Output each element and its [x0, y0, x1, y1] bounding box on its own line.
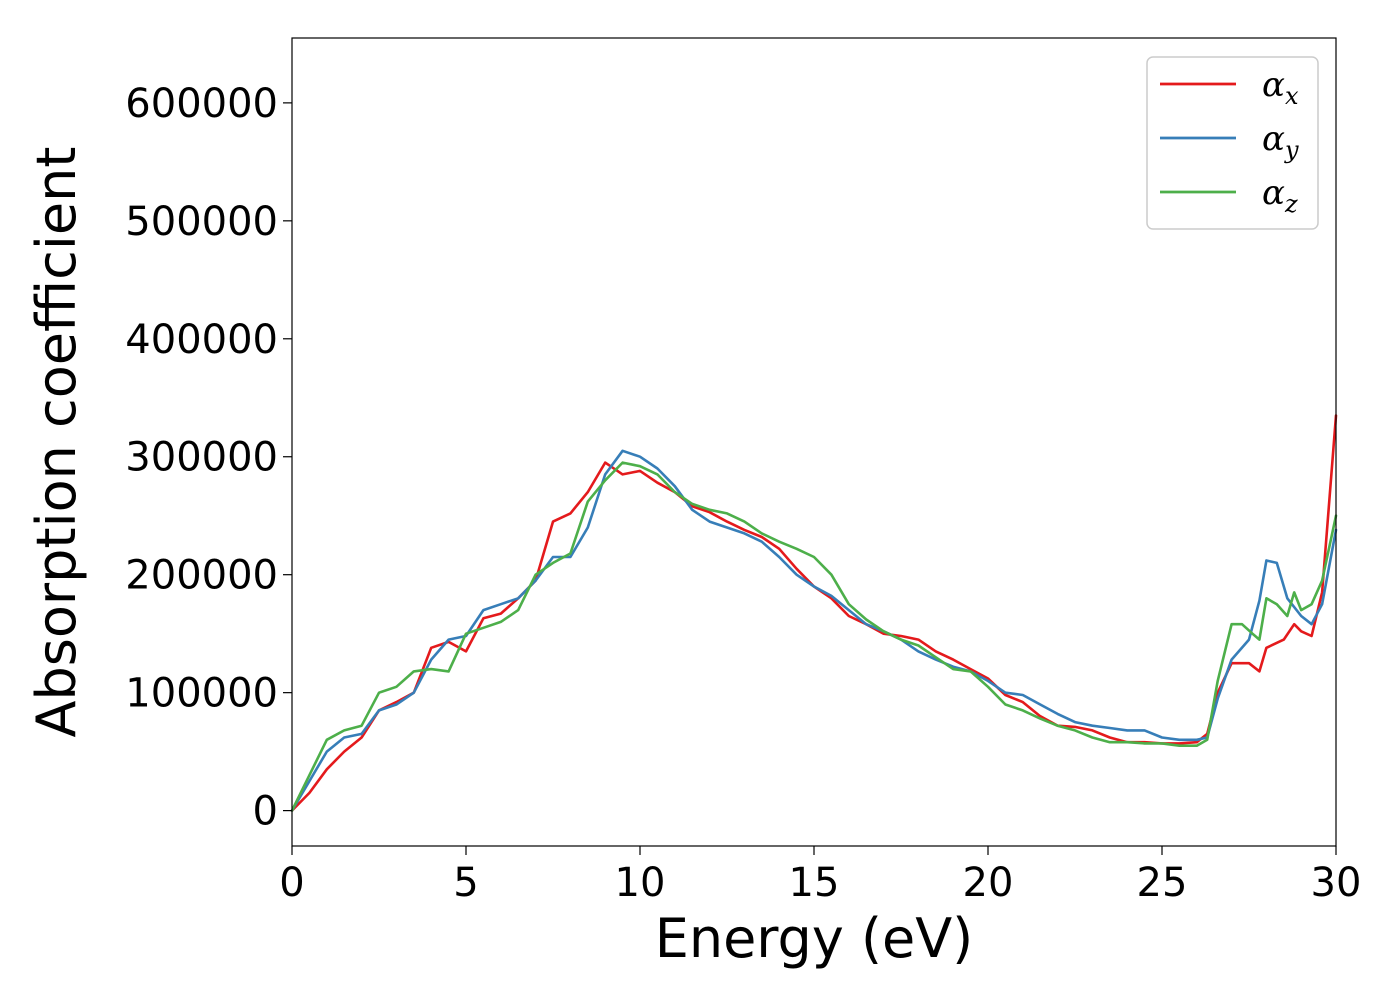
y-tick-label: 400000 — [125, 317, 278, 363]
y-tick-label: 300000 — [125, 435, 278, 481]
x-tick-label: 30 — [1311, 860, 1362, 906]
y-tick-label: 500000 — [125, 199, 278, 245]
x-tick-label: 10 — [615, 860, 666, 906]
series-layer — [290, 414, 1338, 812]
legend-label-x: αx — [1262, 65, 1299, 110]
y-tick-label: 0 — [253, 789, 278, 835]
y-axis-title: Absorption coefficient — [25, 147, 88, 738]
legend: αx αy αz — [1146, 56, 1319, 230]
y-tick-label: 100000 — [125, 671, 278, 717]
x-axis-title: Energy (eV) — [655, 907, 974, 970]
x-tick-label: 0 — [279, 860, 304, 906]
legend-box — [1146, 56, 1319, 230]
y-tick-label: 600000 — [125, 81, 278, 127]
x-tick-label: 15 — [789, 860, 840, 906]
x-tick-label: 20 — [963, 860, 1014, 906]
y-axis-ticks: 0 100000 200000 300000 400000 500000 600000 — [125, 81, 292, 835]
y-tick-label: 200000 — [125, 553, 278, 599]
x-tick-label: 25 — [1137, 860, 1188, 906]
x-axis-ticks: 0 5 10 15 20 25 30 — [279, 846, 1361, 906]
x-tick-label: 5 — [453, 860, 478, 906]
legend-label-z: αz — [1262, 173, 1298, 218]
series-line-z — [290, 461, 1338, 812]
legend-label-y: αy — [1262, 119, 1299, 164]
